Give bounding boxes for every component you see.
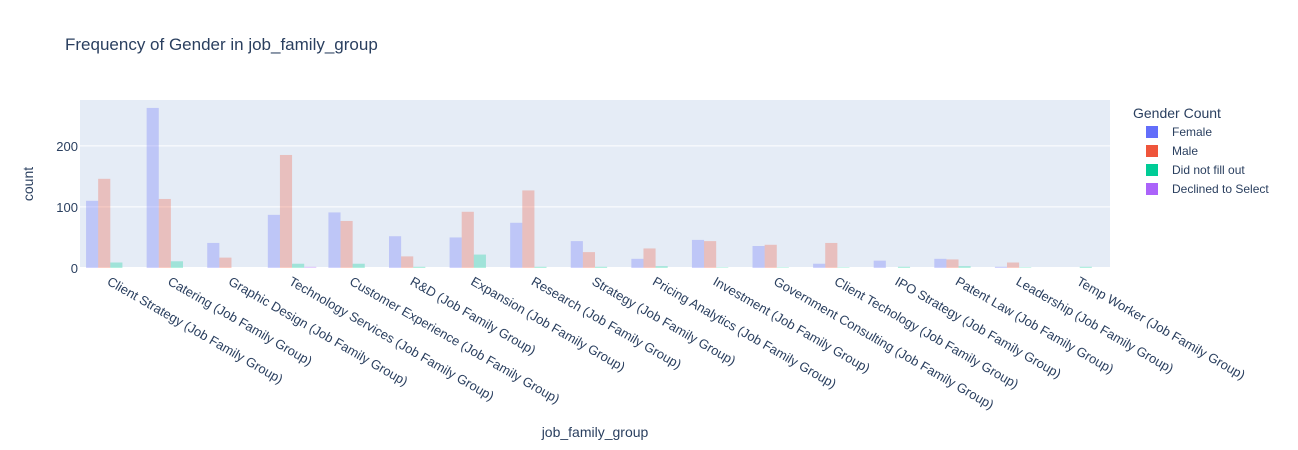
legend-swatch[interactable]	[1146, 145, 1158, 157]
bar	[813, 263, 826, 268]
bar	[704, 241, 717, 268]
bar	[219, 257, 232, 268]
bar	[716, 267, 729, 268]
bar	[1019, 267, 1032, 268]
bar	[461, 211, 474, 268]
legend-label[interactable]: Female	[1172, 125, 1212, 139]
bar	[837, 267, 850, 268]
bar	[873, 260, 886, 268]
bar	[1079, 266, 1092, 268]
bar	[691, 239, 705, 268]
legend: Gender Count Female Male Did not fill out D…	[1133, 105, 1269, 196]
bar	[958, 266, 971, 268]
bar	[752, 246, 765, 268]
bar	[413, 266, 426, 268]
bar	[570, 241, 583, 268]
bar	[146, 107, 159, 268]
bar	[279, 154, 293, 268]
bar	[522, 190, 535, 268]
bar	[389, 236, 402, 268]
y-axis-ticks: 0 100 200	[56, 139, 78, 276]
bar	[473, 254, 486, 268]
legend-title: Gender Count	[1133, 105, 1221, 121]
y-tick-label: 0	[71, 261, 78, 276]
bar	[207, 242, 220, 268]
bar	[946, 259, 959, 268]
chart-title: Frequency of Gender in job_family_group	[65, 35, 378, 54]
bar	[631, 258, 644, 268]
bar	[292, 263, 305, 268]
bar	[170, 261, 183, 268]
x-axis-title: job_family_group	[541, 424, 649, 440]
legend-label[interactable]: Did not fill out	[1172, 163, 1245, 177]
bar	[897, 266, 911, 268]
bar	[534, 266, 547, 268]
bar	[340, 220, 353, 268]
bar	[86, 200, 99, 268]
bar	[449, 237, 462, 268]
legend-label[interactable]: Male	[1172, 144, 1198, 158]
bar	[1007, 262, 1020, 268]
bar	[328, 212, 341, 268]
bar	[110, 262, 123, 268]
bar	[655, 266, 668, 268]
y-tick-label: 200	[56, 139, 78, 154]
legend-items: Female Male Did not fill out Declined to Se…	[1146, 125, 1269, 196]
bar	[643, 248, 656, 268]
legend-label[interactable]: Declined to Select	[1172, 182, 1269, 196]
y-axis-title: count	[20, 167, 36, 201]
legend-swatch[interactable]	[1146, 126, 1158, 138]
bar	[98, 178, 111, 268]
bar	[825, 242, 838, 268]
y-tick-label: 100	[56, 200, 78, 215]
bar	[934, 258, 947, 268]
bar	[595, 266, 608, 268]
bar	[158, 198, 171, 268]
plot-area	[80, 100, 1110, 268]
legend-swatch[interactable]	[1146, 164, 1158, 176]
bar	[776, 267, 789, 268]
legend-swatch[interactable]	[1146, 183, 1158, 195]
bar	[994, 266, 1007, 268]
bar	[582, 252, 595, 268]
gridlines	[80, 145, 1110, 269]
bar	[267, 214, 280, 268]
bar	[510, 222, 523, 268]
bar	[304, 266, 317, 268]
bars	[86, 107, 1092, 268]
bar	[352, 263, 365, 268]
bar	[401, 256, 414, 268]
bar	[764, 244, 777, 268]
